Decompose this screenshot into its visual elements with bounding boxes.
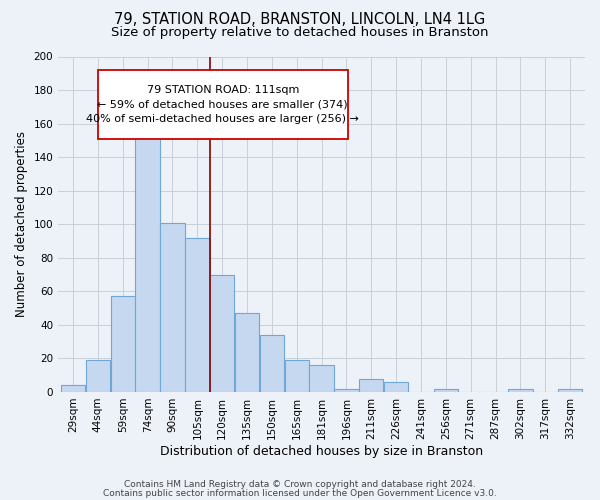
- Bar: [110, 296, 135, 392]
- Bar: [359, 378, 383, 392]
- Text: Contains HM Land Registry data © Crown copyright and database right 2024.: Contains HM Land Registry data © Crown c…: [124, 480, 476, 489]
- Bar: [136, 117, 160, 392]
- Bar: [558, 388, 582, 392]
- Bar: [508, 388, 533, 392]
- FancyBboxPatch shape: [98, 70, 348, 138]
- Bar: [160, 222, 185, 392]
- Bar: [61, 385, 85, 392]
- Text: Contains public sector information licensed under the Open Government Licence v3: Contains public sector information licen…: [103, 489, 497, 498]
- Y-axis label: Number of detached properties: Number of detached properties: [15, 131, 28, 317]
- Bar: [86, 360, 110, 392]
- Bar: [235, 313, 259, 392]
- Bar: [384, 382, 409, 392]
- Bar: [334, 388, 359, 392]
- Bar: [260, 335, 284, 392]
- X-axis label: Distribution of detached houses by size in Branston: Distribution of detached houses by size …: [160, 444, 483, 458]
- Bar: [210, 274, 235, 392]
- Bar: [310, 365, 334, 392]
- Text: Size of property relative to detached houses in Branston: Size of property relative to detached ho…: [111, 26, 489, 39]
- Text: 79 STATION ROAD: 111sqm
← 59% of detached houses are smaller (374)
40% of semi-d: 79 STATION ROAD: 111sqm ← 59% of detache…: [86, 85, 359, 124]
- Bar: [434, 388, 458, 392]
- Bar: [284, 360, 309, 392]
- Bar: [185, 238, 209, 392]
- Text: 79, STATION ROAD, BRANSTON, LINCOLN, LN4 1LG: 79, STATION ROAD, BRANSTON, LINCOLN, LN4…: [115, 12, 485, 28]
